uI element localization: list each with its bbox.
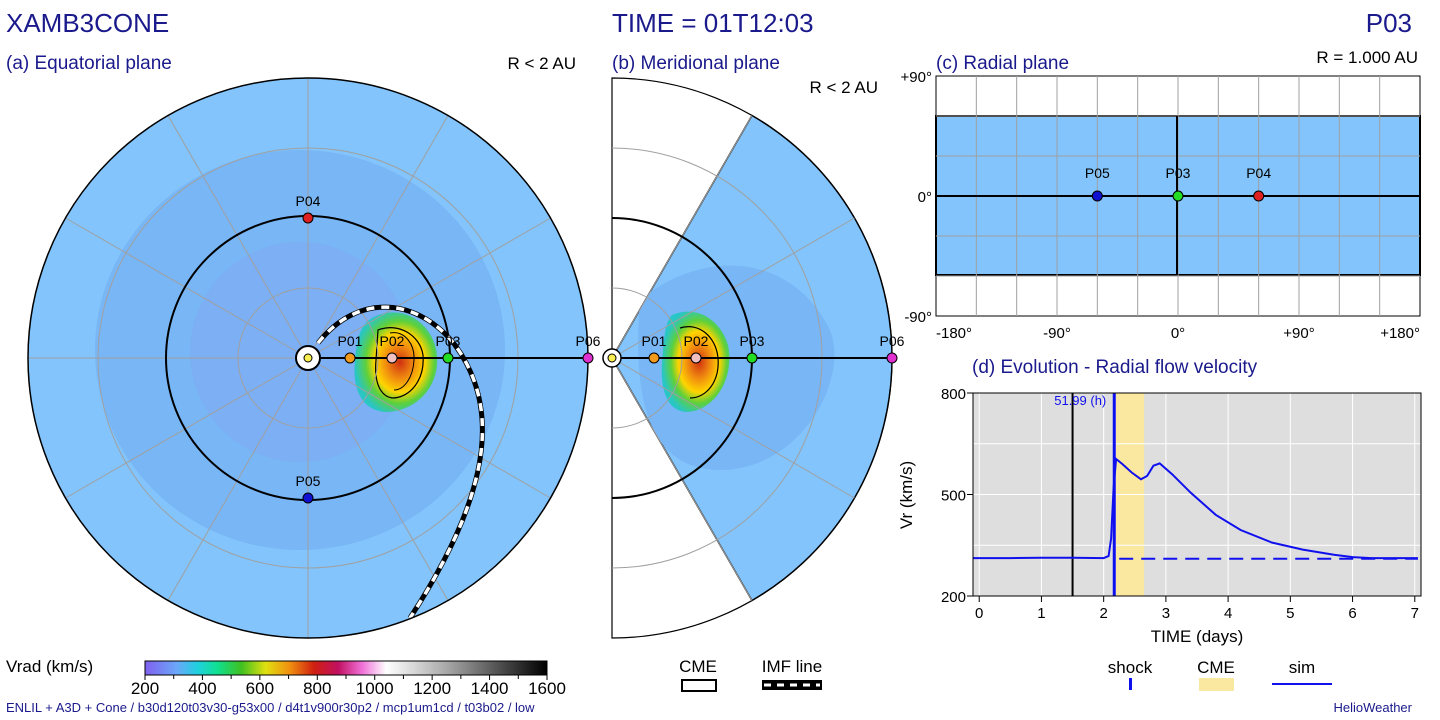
probe-label-p04: P04 bbox=[296, 193, 321, 209]
radial-y-tick: -90° bbox=[904, 309, 932, 326]
legend-cme-label: CME bbox=[679, 657, 717, 676]
panel-b-title: (b) Meridional plane bbox=[612, 53, 780, 74]
colorbar-tick-label: 800 bbox=[303, 679, 331, 698]
probe-label-p05: P05 bbox=[296, 473, 321, 489]
probe-marker-p05 bbox=[302, 492, 314, 504]
probe-label-p03: P03 bbox=[436, 333, 461, 349]
run-name: XAMB3CONE bbox=[6, 8, 169, 38]
probe-marker-b-p02 bbox=[690, 352, 702, 364]
radial-probe-label: P04 bbox=[1246, 165, 1271, 181]
probe-marker-p02 bbox=[386, 352, 398, 364]
colorbar-gradient bbox=[144, 660, 548, 676]
timeseries-legend: shock CME sim bbox=[1108, 658, 1332, 691]
colorbar-tick-label: 1200 bbox=[413, 679, 451, 698]
panel-a-range: R < 2 AU bbox=[507, 54, 576, 73]
x-tick-label: 3 bbox=[1162, 605, 1170, 622]
brand: HelioWeather bbox=[1333, 700, 1412, 715]
panel-b-range: R < 2 AU bbox=[809, 78, 878, 97]
probe-label-b-p06: P06 bbox=[880, 333, 905, 349]
legend-shock-label: shock bbox=[1108, 658, 1153, 677]
probe-label-b-p02: P02 bbox=[684, 333, 709, 349]
probe-marker-p04 bbox=[302, 212, 314, 224]
y-tick-label: 500 bbox=[941, 488, 966, 505]
config-string: ENLIL + A3D + Cone / b30d120t03v30-g53x0… bbox=[6, 700, 535, 715]
colorbar-tick-label: 1400 bbox=[471, 679, 509, 698]
legend-cme-swatch bbox=[681, 679, 717, 692]
colorbar-label: Vrad (km/s) bbox=[6, 657, 93, 676]
probe-marker-b-p03 bbox=[746, 352, 758, 364]
probe-marker-p06 bbox=[582, 352, 594, 364]
probe-name: P03 bbox=[1366, 8, 1412, 38]
radial-x-tick: 0° bbox=[1171, 325, 1185, 342]
colorbar-tick-label: 200 bbox=[131, 679, 159, 698]
radial-x-tick: -180° bbox=[936, 325, 972, 342]
panel-timeseries: (d) Evolution - Radial flow velocity 51.… bbox=[897, 357, 1422, 646]
colorbar-tick-label: 1600 bbox=[528, 679, 566, 698]
x-tick-label: 6 bbox=[1348, 605, 1356, 622]
x-tick-label: 5 bbox=[1286, 605, 1294, 622]
colorbar-tick-label: 600 bbox=[246, 679, 274, 698]
x-tick-label: 1 bbox=[1037, 605, 1045, 622]
panel-c-range: R = 1.000 AU bbox=[1316, 48, 1418, 67]
radial-x-tick: -90° bbox=[1043, 325, 1071, 342]
panel-a-title: (a) Equatorial plane bbox=[6, 53, 172, 74]
probe-label-b-p03: P03 bbox=[740, 333, 765, 349]
chart-title: (d) Evolution - Radial flow velocity bbox=[972, 357, 1258, 378]
legend-cme-band-label: CME bbox=[1197, 658, 1235, 677]
probe-marker-b-p01 bbox=[648, 352, 660, 364]
panel-meridional: (b) Meridional plane R < 2 AU P01 P02 P03 P… bbox=[602, 53, 905, 639]
panel-radial: (c) Radial plane R = 1.000 AU +90° 0° -90°… bbox=[901, 48, 1421, 342]
x-axis-label: TIME (days) bbox=[1151, 627, 1244, 646]
legend-cme-band-swatch bbox=[1199, 678, 1234, 691]
colorbar-tick-label: 400 bbox=[188, 679, 216, 698]
probe-marker-p03 bbox=[442, 352, 454, 364]
probe-label-p06: P06 bbox=[576, 333, 601, 349]
probe-label-p02: P02 bbox=[380, 333, 405, 349]
series-sim-line bbox=[973, 457, 1418, 560]
radial-y-tick: 0° bbox=[918, 189, 932, 206]
x-tick-label: 4 bbox=[1224, 605, 1232, 622]
y-tick-label: 800 bbox=[941, 386, 966, 403]
legend-imf-label: IMF line bbox=[762, 657, 822, 676]
radial-probe-p05 bbox=[1091, 190, 1103, 202]
radial-x-tick: +90° bbox=[1283, 325, 1314, 342]
shock-time-label: 51.99 (h) bbox=[1054, 393, 1106, 408]
radial-probe-label: P05 bbox=[1085, 165, 1110, 181]
radial-y-tick: +90° bbox=[901, 69, 932, 86]
panel-c-title: (c) Radial plane bbox=[936, 53, 1069, 74]
probe-marker-b-p06 bbox=[886, 352, 898, 364]
x-tick-label: 0 bbox=[975, 605, 983, 622]
radial-x-tick: +180° bbox=[1380, 325, 1420, 342]
probe-label-b-p01: P01 bbox=[642, 333, 667, 349]
colorbar: Vrad (km/s) 200 400 600 800 1000 1200 1400 1600 bbox=[6, 657, 566, 698]
legend-shock-swatch bbox=[1129, 678, 1132, 690]
y-axis-label: Vr (km/s) bbox=[897, 461, 916, 529]
x-tick-label: 7 bbox=[1411, 605, 1419, 622]
x-tick-label: 2 bbox=[1099, 605, 1107, 622]
radial-probe-p03 bbox=[1172, 190, 1184, 202]
time-label: TIME = 01T12:03 bbox=[612, 8, 814, 38]
radial-probe-p04 bbox=[1253, 190, 1265, 202]
panel-equatorial: (a) Equatorial plane R < 2 AU P01 P02 P03 P… bbox=[6, 53, 601, 639]
legend-sim-label: sim bbox=[1289, 658, 1315, 677]
map-legend: CME IMF line bbox=[679, 657, 822, 692]
probe-marker-p01 bbox=[344, 352, 356, 364]
colorbar-tick-label: 1000 bbox=[356, 679, 394, 698]
y-tick-label: 200 bbox=[941, 589, 966, 606]
radial-probe-label: P03 bbox=[1166, 165, 1191, 181]
probe-label-p01: P01 bbox=[338, 333, 363, 349]
